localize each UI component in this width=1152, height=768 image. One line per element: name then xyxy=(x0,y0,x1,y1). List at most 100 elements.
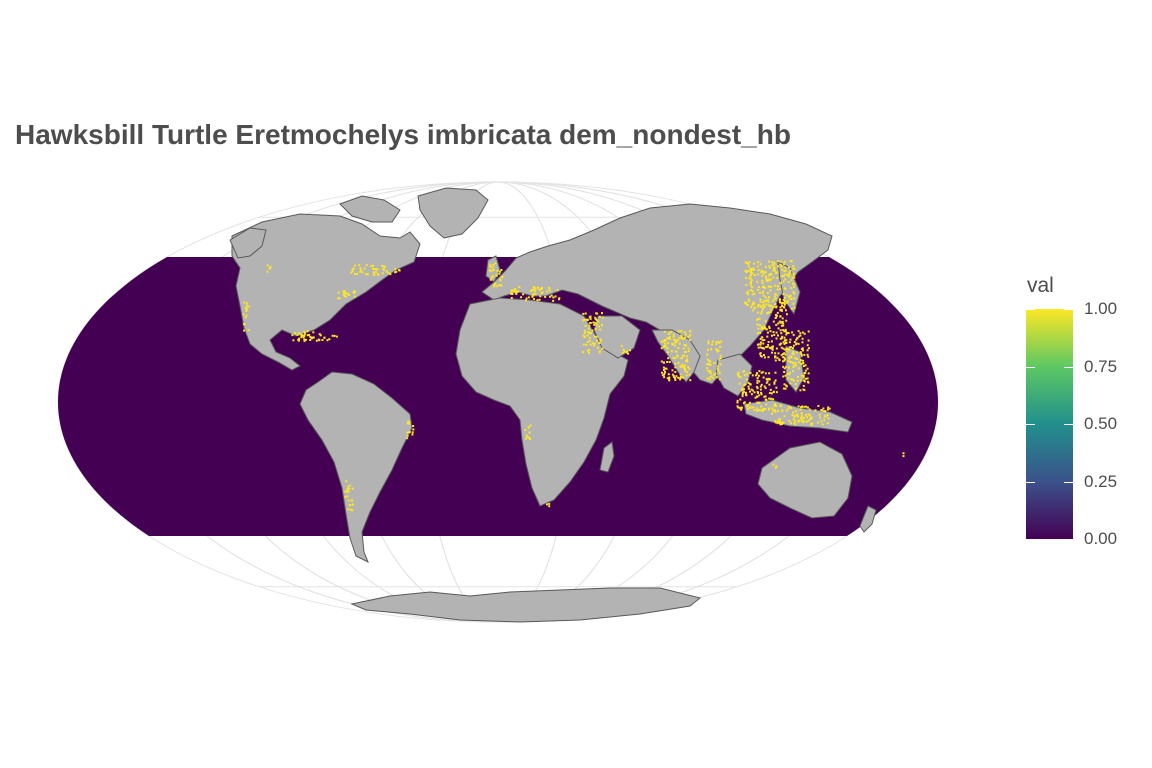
highlight-pixel xyxy=(681,363,684,366)
highlight-pixel xyxy=(528,431,531,434)
highlight-pixel xyxy=(783,273,786,276)
highlight-pixel xyxy=(717,341,720,344)
highlight-pixel xyxy=(707,369,710,372)
highlight-pixel xyxy=(790,378,793,381)
highlight-pixel xyxy=(774,352,777,355)
highlight-pixel xyxy=(820,409,823,411)
highlight-pixel xyxy=(775,305,778,308)
highlight-pixel xyxy=(756,318,758,321)
highlight-pixel xyxy=(796,337,799,340)
highlight-pixel xyxy=(796,358,799,360)
highlight-pixel xyxy=(597,325,600,328)
highlight-pixel xyxy=(752,309,755,312)
highlight-pixel xyxy=(736,405,739,408)
highlight-pixel xyxy=(583,336,586,339)
highlight-pixel xyxy=(803,417,805,419)
highlight-pixel xyxy=(750,306,753,309)
highlight-pixel xyxy=(792,302,795,305)
highlight-pixel xyxy=(587,351,590,354)
highlight-pixel xyxy=(546,290,549,293)
highlight-pixel xyxy=(716,376,719,379)
highlight-pixel xyxy=(343,290,346,293)
highlight-pixel xyxy=(762,376,765,379)
highlight-pixel xyxy=(719,346,722,348)
highlight-pixel xyxy=(753,292,756,295)
highlight-pixel xyxy=(558,297,561,300)
highlight-pixel xyxy=(796,413,799,416)
highlight-pixel xyxy=(789,382,792,385)
highlight-pixel xyxy=(795,338,798,341)
highlight-pixel xyxy=(743,401,746,404)
highlight-pixel xyxy=(709,360,712,363)
highlight-pixel xyxy=(780,342,783,345)
highlight-pixel xyxy=(744,269,747,272)
highlight-pixel xyxy=(412,425,415,427)
highlight-pixel xyxy=(515,290,518,293)
highlight-pixel xyxy=(349,504,352,507)
highlight-pixel xyxy=(774,269,776,272)
highlight-pixel xyxy=(783,415,786,418)
highlight-pixel xyxy=(592,321,595,324)
highlight-pixel xyxy=(712,377,715,380)
highlight-pixel xyxy=(389,273,392,276)
highlight-pixel xyxy=(689,334,692,337)
highlight-pixel xyxy=(309,335,312,338)
highlight-pixel xyxy=(804,369,807,372)
highlight-pixel xyxy=(298,337,301,340)
highlight-pixel xyxy=(800,416,802,419)
highlight-pixel xyxy=(802,421,805,424)
highlight-pixel xyxy=(775,465,778,468)
highlight-pixel xyxy=(785,319,788,322)
highlight-pixel xyxy=(312,331,315,334)
highlight-pixel xyxy=(779,337,782,340)
highlight-pixel xyxy=(776,314,778,317)
highlight-pixel xyxy=(757,286,760,289)
highlight-pixel xyxy=(675,339,678,342)
highlight-pixel xyxy=(359,267,362,269)
highlight-pixel xyxy=(792,418,795,421)
highlight-pixel xyxy=(589,343,592,346)
highlight-pixel xyxy=(408,422,411,425)
highlight-pixel xyxy=(792,265,795,268)
highlight-pixel xyxy=(749,282,752,284)
highlight-pixel xyxy=(792,347,794,350)
highlight-pixel xyxy=(781,409,784,412)
highlight-pixel xyxy=(790,307,793,310)
highlight-pixel xyxy=(685,358,688,361)
highlight-pixel xyxy=(797,367,800,370)
highlight-pixel xyxy=(243,329,245,332)
legend-tick-label: 0.75 xyxy=(1084,356,1118,376)
highlight-pixel xyxy=(245,309,248,312)
highlight-pixel xyxy=(789,338,792,341)
highlight-pixel xyxy=(783,260,786,263)
highlight-pixel xyxy=(716,348,719,351)
highlight-pixel xyxy=(801,331,804,334)
highlight-pixel xyxy=(709,372,712,375)
highlight-pixel xyxy=(514,288,517,290)
highlight-pixel xyxy=(596,339,599,342)
highlight-pixel xyxy=(353,290,355,293)
highlight-pixel xyxy=(664,342,667,345)
highlight-pixel xyxy=(804,364,807,367)
highlight-pixel xyxy=(780,423,783,425)
highlight-pixel xyxy=(752,267,754,270)
highlight-pixel xyxy=(779,321,782,324)
highlight-pixel xyxy=(745,277,747,279)
highlight-pixel xyxy=(767,341,770,343)
highlight-pixel xyxy=(352,291,355,294)
highlight-pixel xyxy=(661,374,664,377)
highlight-pixel xyxy=(743,370,746,373)
highlight-pixel xyxy=(500,269,503,271)
highlight-pixel xyxy=(768,279,771,282)
highlight-pixel xyxy=(549,289,552,292)
highlight-pixel xyxy=(794,423,797,426)
highlight-pixel xyxy=(300,336,303,339)
highlight-pixel xyxy=(769,289,772,292)
highlight-pixel xyxy=(778,422,781,425)
highlight-pixel xyxy=(759,388,762,391)
land-layer xyxy=(229,187,877,623)
highlight-pixel xyxy=(681,365,684,368)
highlight-pixel xyxy=(768,265,771,268)
highlight-pixel xyxy=(782,341,785,344)
highlight-pixel xyxy=(783,356,786,359)
